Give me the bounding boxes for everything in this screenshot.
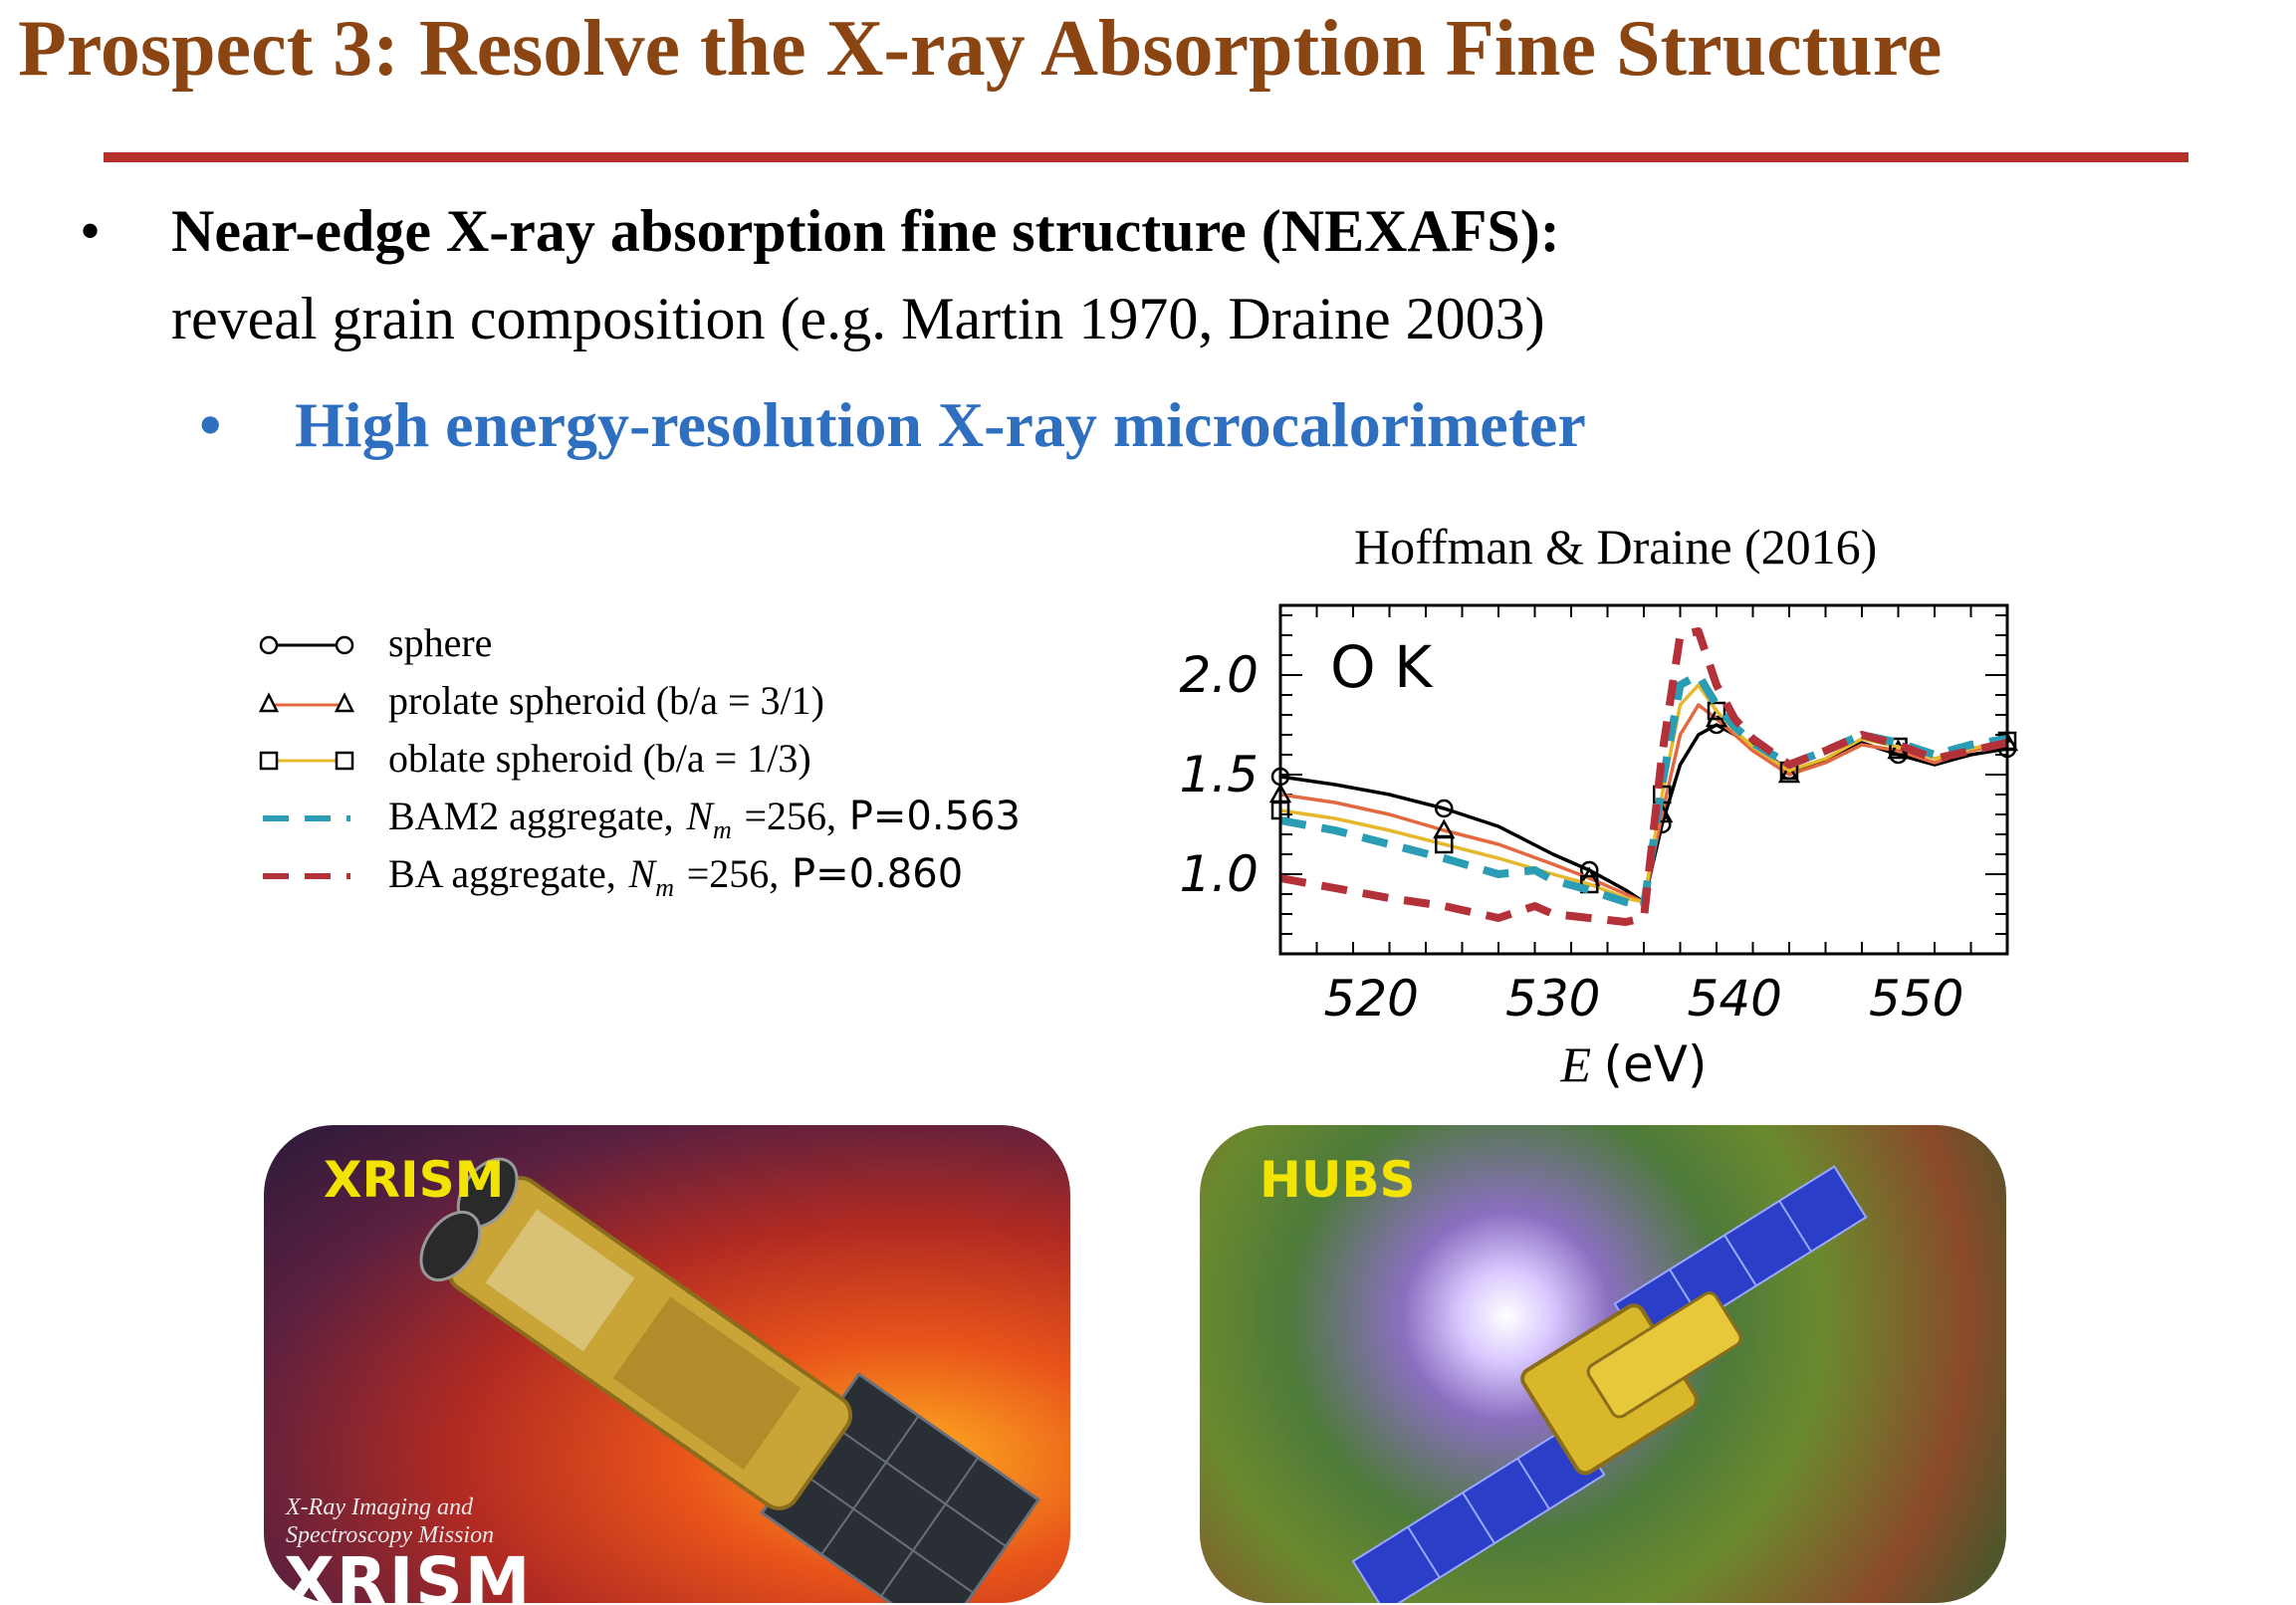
x-axis-variable: E: [1559, 1036, 1603, 1092]
legend-item-ba: BA aggregate, Nm =256, P=0.860: [257, 848, 1073, 906]
series-line-4: [1279, 627, 2008, 926]
y-tick-label: 2.0: [1179, 646, 1259, 704]
x-tick-label: 540: [1688, 970, 1782, 1028]
legend-swatch-prolate: [258, 692, 355, 713]
data-point: [1777, 763, 1801, 784]
chart-plot-area: 520 530 540 550 1.0 1.5 2.0 O K E (eV): [1179, 603, 2019, 1093]
legend-swatch-sphere: [259, 635, 354, 655]
bullet-nexafs-detail: reveal grain composition (e.g. Martin 19…: [171, 286, 1545, 351]
legend-label-prolate: prolate spheroid (b/a = 3/1): [388, 678, 824, 723]
bullet-microcalorimeter-text: High energy-resolution X-ray microcalori…: [295, 389, 1586, 460]
legend-item-bam2: BAM2 aggregate, Nm =256, P=0.563: [257, 791, 1073, 848]
chart-legend: sphere prolate spheroid (b/a = 3/1) obla…: [257, 617, 1073, 906]
y-tick-label: 1.0: [1179, 845, 1259, 903]
hubs-label: HUBS: [1260, 1151, 1416, 1209]
chart-title: Hoffman & Draine (2016): [1354, 519, 1878, 574]
data-point: [1707, 701, 1726, 721]
slide-title: Prospect 3: Resolve the X-ray Absorption…: [18, 5, 1943, 93]
legend-label-ba: BA aggregate, Nm =256, P=0.860: [388, 851, 964, 902]
x-tick-label: 520: [1324, 970, 1419, 1028]
nexafs-chart: 520 530 540 550 1.0 1.5 2.0 O K E (eV): [1179, 603, 2019, 1093]
legend-label-bam2: BAM2 aggregate, Nm =256, P=0.563: [388, 794, 1021, 844]
xrism-satellite-graphic: [419, 1157, 1041, 1603]
x-axis-label: E (eV): [1559, 1035, 1707, 1093]
xrism-logo: XRISM: [284, 1543, 533, 1603]
x-tick-label: 530: [1505, 970, 1600, 1028]
legend-item-oblate: oblate spheroid (b/a = 1/3): [257, 733, 1073, 791]
legend-label-sphere: sphere: [388, 620, 493, 665]
data-point: [1435, 799, 1454, 818]
legend-swatch-ba: [263, 873, 350, 879]
x-axis-unit: (eV): [1604, 1035, 1708, 1093]
bullet-dot: •: [199, 389, 222, 460]
xrism-subtitle: X-Ray Imaging and Spectroscopy Mission: [286, 1494, 495, 1548]
title-divider: [104, 152, 2188, 162]
xrism-image: XRISM X-Ray Imaging and Spectroscopy Mis…: [264, 1125, 1070, 1603]
series-line-1: [1279, 703, 2008, 904]
legend-label-oblate: oblate spheroid (b/a = 1/3): [388, 736, 811, 781]
bullet-dot: •: [80, 198, 102, 264]
legend-item-sphere: sphere: [257, 617, 1073, 675]
legend-swatch-bam2: [263, 815, 350, 821]
y-tick-label: 1.5: [1179, 746, 1259, 803]
legend-swatch-oblate: [259, 751, 354, 771]
plot-frame: [1278, 603, 2009, 956]
data-point: [1435, 834, 1454, 854]
panel-label: O K: [1330, 633, 1434, 701]
bullet-nexafs-heading: Near-edge X-ray absorption fine structur…: [171, 198, 1560, 264]
legend-item-prolate: prolate spheroid (b/a = 3/1): [257, 675, 1073, 733]
hubs-satellite-graphic: [1351, 1165, 1868, 1603]
x-tick-label: 550: [1869, 970, 1963, 1028]
series-line-3: [1279, 671, 2008, 910]
hubs-image: HUBS: [1200, 1125, 2006, 1603]
xrism-label: XRISM: [324, 1151, 505, 1209]
